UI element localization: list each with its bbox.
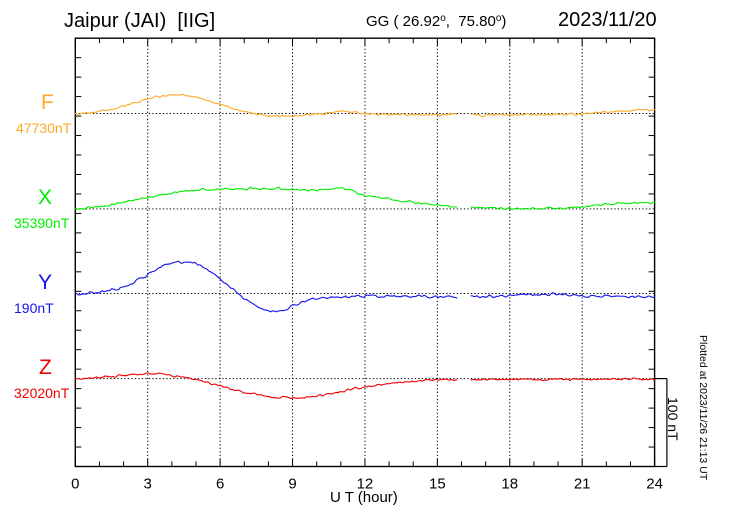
svg-text:24: 24 [646, 476, 663, 493]
svg-text:9: 9 [288, 476, 296, 493]
svg-text:0: 0 [71, 476, 79, 493]
svg-text:15: 15 [429, 476, 446, 493]
svg-text:18: 18 [501, 476, 518, 493]
svg-text:3: 3 [144, 476, 152, 493]
svg-text:12: 12 [357, 476, 374, 493]
svg-text:6: 6 [216, 476, 224, 493]
svg-text:21: 21 [574, 476, 591, 493]
